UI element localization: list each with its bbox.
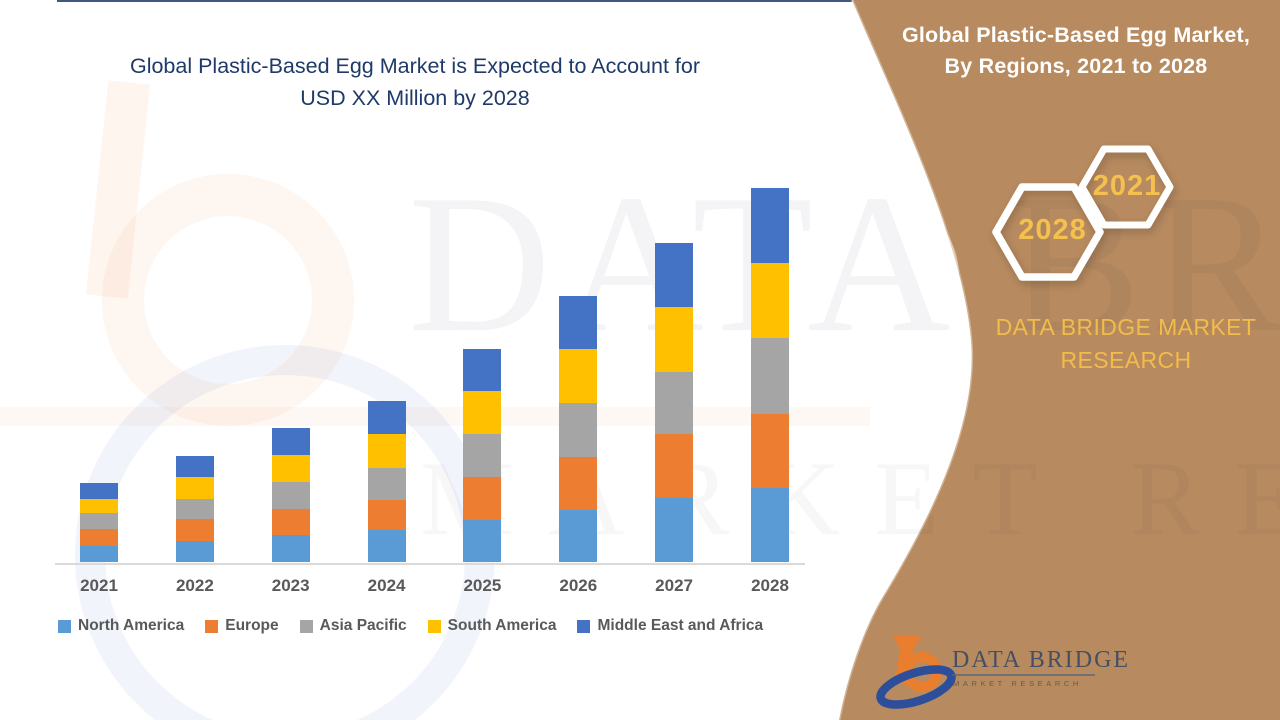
bar-segment-north-america-2025 (463, 520, 502, 562)
legend-item-north-america: North America (58, 617, 184, 635)
logo-wordmark: DATA BRIDGE (952, 647, 1131, 673)
legend-label: North America (78, 617, 185, 634)
bar-segment-middle-east-and-africa-2026 (559, 296, 598, 349)
panel-brand-line1: DATA BRIDGE MARKET (995, 314, 1257, 340)
legend-label: Asia Pacific (319, 617, 407, 634)
bar-segment-europe-2021 (80, 529, 118, 546)
hexagon-2028-outline (992, 183, 1104, 281)
x-axis-label-2023: 2023 (271, 576, 310, 595)
bar-segment-south-america-2027 (655, 307, 694, 372)
legend-item-middle-east-and-africa: Middle East and Africa (577, 617, 763, 635)
bar-segment-north-america-2024 (367, 530, 406, 562)
x-axis-label-2028: 2028 (751, 576, 789, 595)
bar-segment-asia-pacific-2023 (271, 482, 310, 509)
hexagon-2021-outline (1078, 145, 1174, 229)
panel-brand-line2: RESEARCH (1060, 347, 1192, 373)
legend-item-asia-pacific: Asia Pacific (299, 617, 407, 635)
legend-swatch (299, 619, 313, 633)
bar-segment-middle-east-and-africa-2024 (367, 401, 406, 434)
hexagon-2028-label: 2028 (1018, 214, 1087, 246)
bar-segment-asia-pacific-2025 (463, 434, 502, 477)
chart-title-line2: USD XX Million by 2028 (300, 86, 530, 110)
bar-segment-asia-pacific-2022 (175, 499, 214, 519)
x-axis-label-2025: 2025 (463, 576, 502, 595)
bar-segment-europe-2027 (655, 434, 694, 498)
legend-label: Middle East and Africa (597, 617, 764, 634)
bar-segment-north-america-2021 (80, 546, 118, 562)
bar-segment-north-america-2027 (655, 498, 694, 562)
panel-edge-highlight (837, 0, 974, 720)
panel-title: Global Plastic-Based Egg Market, By Regi… (880, 20, 1272, 82)
logo-subtext: MARKET RESEARCH (953, 679, 1082, 688)
legend-item-europe: Europe (205, 617, 279, 635)
bar-segment-asia-pacific-2024 (367, 468, 406, 500)
bar-segment-south-america-2024 (367, 434, 406, 468)
logo-b-stem (894, 639, 915, 685)
top-border-line (57, 0, 852, 2)
panel-brand-text: DATA BRIDGE MARKET RESEARCH (982, 311, 1270, 377)
bar-segment-north-america-2022 (175, 541, 214, 562)
bar-segment-south-america-2021 (80, 499, 118, 513)
bar-segment-middle-east-and-africa-2028 (751, 188, 789, 263)
legend-swatch (427, 619, 441, 633)
bar-segment-middle-east-and-africa-2023 (271, 428, 310, 455)
logo-underline (952, 674, 1095, 676)
bar-segment-south-america-2028 (751, 263, 789, 338)
bar-segment-europe-2026 (559, 457, 598, 510)
bar-segment-south-america-2023 (271, 455, 310, 482)
chart-title-line1: Global Plastic-Based Egg Market is Expec… (129, 54, 701, 78)
x-axis-label-2021: 2021 (80, 576, 118, 595)
watermark-swoosh-band (0, 407, 870, 426)
x-axis-label-2022: 2022 (175, 576, 214, 595)
bar-segment-europe-2023 (271, 509, 310, 535)
bar-segment-north-america-2028 (751, 488, 789, 562)
legend-swatch (577, 619, 591, 633)
bar-segment-europe-2025 (463, 477, 502, 520)
bar-segment-middle-east-and-africa-2027 (655, 243, 694, 307)
bar-segment-asia-pacific-2028 (751, 338, 789, 414)
logo-swoosh (876, 665, 956, 709)
bar-segment-asia-pacific-2026 (559, 403, 598, 457)
bar-segment-middle-east-and-africa-2025 (463, 349, 502, 391)
bar-segment-middle-east-and-africa-2021 (80, 483, 118, 499)
bar-segment-asia-pacific-2021 (80, 513, 118, 529)
panel-title-line2: By Regions, 2021 to 2028 (944, 54, 1208, 78)
legend-label: South America (447, 617, 557, 634)
bar-segment-south-america-2025 (463, 391, 502, 434)
legend-label: Europe (225, 617, 279, 634)
bar-segment-europe-2022 (175, 519, 214, 541)
chart-legend: North America Europe Asia Pacific South Ame… (58, 617, 763, 635)
x-axis-label-2024: 2024 (367, 576, 406, 595)
bar-segment-north-america-2023 (271, 535, 310, 562)
legend-item-south-america: South America (427, 617, 557, 635)
bar-segment-europe-2028 (751, 414, 789, 488)
bar-segment-south-america-2026 (559, 349, 598, 403)
chart-title: Global Plastic-Based Egg Market is Expec… (90, 50, 740, 114)
watermark-b-stem (85, 80, 151, 299)
legend-swatch (58, 619, 71, 633)
watermark-b-bowl (102, 174, 354, 426)
bar-segment-middle-east-and-africa-2022 (175, 456, 214, 477)
panel-title-line1: Global Plastic-Based Egg Market, (901, 23, 1251, 47)
x-axis-label-2027: 2027 (655, 576, 693, 595)
hexagon-2021-label: 2021 (1092, 170, 1162, 202)
bar-segment-north-america-2026 (559, 510, 598, 562)
legend-swatch (205, 619, 219, 633)
bar-segment-south-america-2022 (175, 477, 214, 499)
x-axis-label-2026: 2026 (559, 576, 598, 595)
x-axis-line (55, 563, 805, 565)
bar-segment-asia-pacific-2027 (655, 372, 694, 434)
bar-segment-europe-2024 (367, 500, 406, 530)
